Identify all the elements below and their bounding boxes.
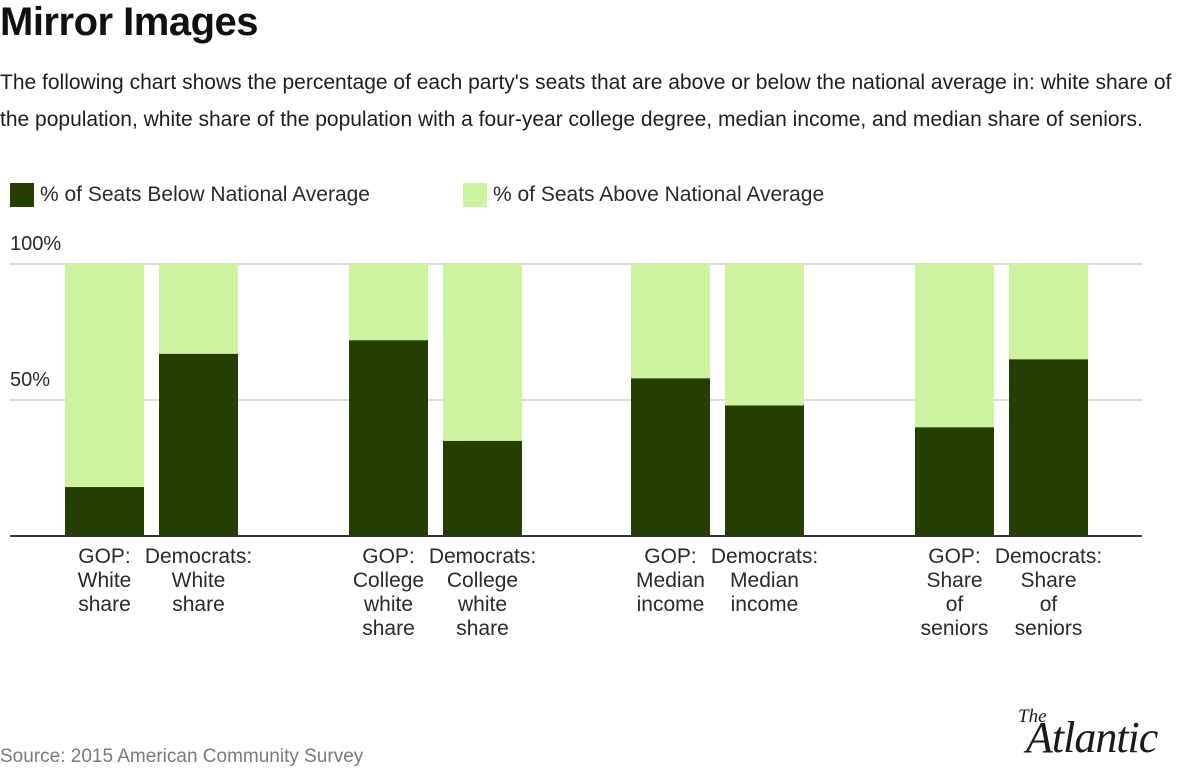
bar-below-5 bbox=[631, 378, 710, 536]
x-tick-label: Democrats: White share bbox=[145, 545, 252, 616]
source-note: Source: 2015 American Community Survey bbox=[0, 746, 364, 767]
bar-above-6 bbox=[725, 264, 804, 406]
x-tick-label: GOP: College white share bbox=[353, 545, 424, 640]
bar-below-7 bbox=[915, 427, 994, 536]
legend-item-above: % of Seats Above National Average bbox=[463, 183, 824, 207]
x-tick-label: GOP: Share of seniors bbox=[921, 545, 989, 640]
chart-subtitle: The following chart shows the percentage… bbox=[0, 71, 1172, 131]
bar-below-4 bbox=[443, 440, 522, 536]
y-tick-label: 100% bbox=[10, 233, 61, 255]
legend-label-above: % of Seats Above National Average bbox=[493, 183, 825, 206]
legend-swatch-above bbox=[463, 183, 487, 207]
bar-below-2 bbox=[159, 353, 238, 536]
bar-below-8 bbox=[1009, 359, 1088, 536]
bar-above-2 bbox=[159, 264, 238, 354]
x-tick-label: Democrats: College white share bbox=[429, 545, 536, 640]
x-tick-label: GOP: Median income bbox=[636, 545, 705, 616]
bar-above-3 bbox=[349, 264, 428, 341]
logo-name: Atlantic bbox=[1026, 713, 1158, 762]
atlantic-logo: The Atlantic bbox=[1012, 706, 1172, 768]
bar-below-1 bbox=[65, 487, 144, 536]
x-tick-label: Democrats: Share of seniors bbox=[995, 545, 1102, 640]
bar-above-4 bbox=[443, 264, 522, 441]
x-tick-label: Democrats: Median income bbox=[711, 545, 818, 616]
bar-above-5 bbox=[631, 264, 710, 379]
legend-item-below: % of Seats Below National Average bbox=[10, 183, 370, 207]
y-tick-label: 50% bbox=[10, 369, 50, 391]
legend-label-below: % of Seats Below National Average bbox=[40, 183, 370, 206]
x-tick-label: GOP: White share bbox=[78, 545, 132, 616]
chart-title: Mirror Images bbox=[0, 0, 259, 44]
legend-swatch-below bbox=[10, 183, 34, 207]
bar-above-7 bbox=[915, 264, 994, 428]
bar-below-6 bbox=[725, 405, 804, 536]
bar-above-8 bbox=[1009, 264, 1088, 360]
bar-above-1 bbox=[65, 264, 144, 488]
logo-the: The bbox=[1018, 706, 1047, 727]
bar-below-3 bbox=[349, 340, 428, 536]
